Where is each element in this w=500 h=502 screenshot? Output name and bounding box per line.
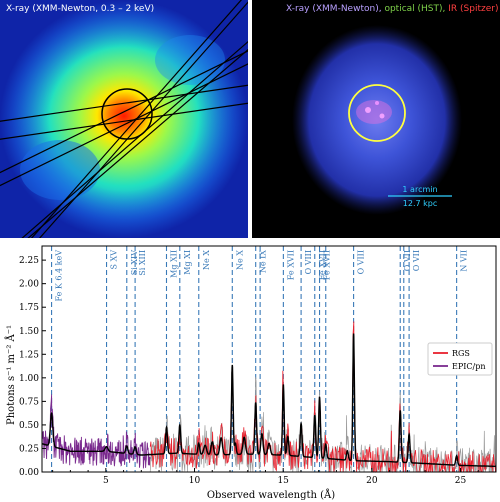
line-label-10: O VIII (304, 250, 313, 274)
line-label-5: Mg XI (183, 250, 192, 275)
xray-panel-title: X-ray (XMM-Newton, 0.3 – 2 keV) (6, 4, 155, 14)
composite-image-panel: X-ray (XMM-Newton), optical (HST), IR (S… (252, 0, 500, 238)
line-label-8: Ne IX (259, 250, 268, 273)
line-label-6: Ne X (202, 250, 211, 270)
x-tick-label-0: 5 (103, 476, 109, 486)
line-label-4: Mg XII (169, 250, 178, 278)
xray-image-panel: X-ray (XMM-Newton, 0.3 – 2 keV) (0, 0, 248, 238)
line-label-2: Si XIV (130, 250, 139, 275)
y-tick-label-4: 1.00 (19, 374, 39, 384)
x-tick-label-1: 10 (189, 476, 201, 486)
composite-panel-title: X-ray (XMM-Newton), optical (HST), IR (S… (286, 4, 498, 14)
line-label-7: Ne X (235, 250, 244, 270)
y-tick-label-3: 0.75 (19, 397, 39, 407)
line-label-9: Fe XVII (286, 250, 295, 280)
y-tick-label-5: 1.25 (19, 350, 39, 360)
scalebar-dist-label: 12.7 kpc (402, 199, 438, 208)
xray-spectrum-chart: Fe K 6.4 keV S XV Si XIV Si XIII Mg XII Mg XI… (5, 245, 497, 501)
axes: 5 10 15 20 25 0.00 0.25 0.50 0.75 1.00 1.25 1.50 1.7… (19, 245, 497, 486)
epic-series (41, 394, 151, 469)
aperture-circle-yellow (348, 84, 406, 142)
composite-map (252, 0, 500, 238)
spectrum-series (41, 321, 496, 474)
axes-frame (41, 245, 497, 473)
y-axis-label: Photons s⁻¹ m⁻² Å⁻¹ (5, 325, 17, 425)
x-tick-label-2: 15 (277, 476, 289, 486)
legend-box (427, 342, 493, 376)
y-tick-label-6: 1.50 (19, 327, 39, 337)
y-tick-label-1: 0.25 (19, 444, 39, 454)
line-label-1: S XV (110, 250, 119, 270)
line-label-12: Fe XVII (323, 250, 332, 280)
line-label-16: N VII (460, 250, 469, 272)
xray-map (0, 0, 248, 238)
line-label-0: Fe K 6.4 keV (55, 250, 64, 302)
y-tick-label-9: 2.25 (19, 256, 39, 266)
model-line (41, 333, 496, 467)
line-label-13: O VIII (357, 250, 366, 274)
y-tick-label-7: 1.75 (19, 303, 39, 313)
line-label-11: Fe XVII (318, 250, 327, 280)
line-label-3: Si XIII (138, 250, 147, 276)
line-label-14: O VII (403, 250, 412, 271)
y-tick-label-0: 0.00 (19, 468, 39, 478)
x-axis-label: Observed wavelength (Å) (207, 489, 335, 501)
title-optical: optical (HST), (384, 4, 446, 14)
aperture-circle (101, 88, 153, 140)
rgs-series (149, 321, 496, 474)
line-label-15: O VII (412, 250, 421, 271)
slit-lines (0, 0, 248, 238)
y-tick-label-8: 2.00 (19, 280, 39, 290)
x-tick-label-4: 25 (455, 476, 467, 486)
title-ir: IR (Spitzer) (448, 4, 499, 14)
scalebar-angle-label: 1 arcmin (402, 185, 438, 194)
x-tick-label-3: 20 (366, 476, 378, 486)
legend-label-0: RGS (452, 349, 470, 358)
legend-label-1: EPIC/pn (452, 362, 485, 371)
y-tick-label-2: 0.50 (19, 421, 39, 431)
legend: RGS EPIC/pn (427, 342, 493, 376)
title-xray: X-ray (XMM-Newton), (286, 4, 382, 14)
